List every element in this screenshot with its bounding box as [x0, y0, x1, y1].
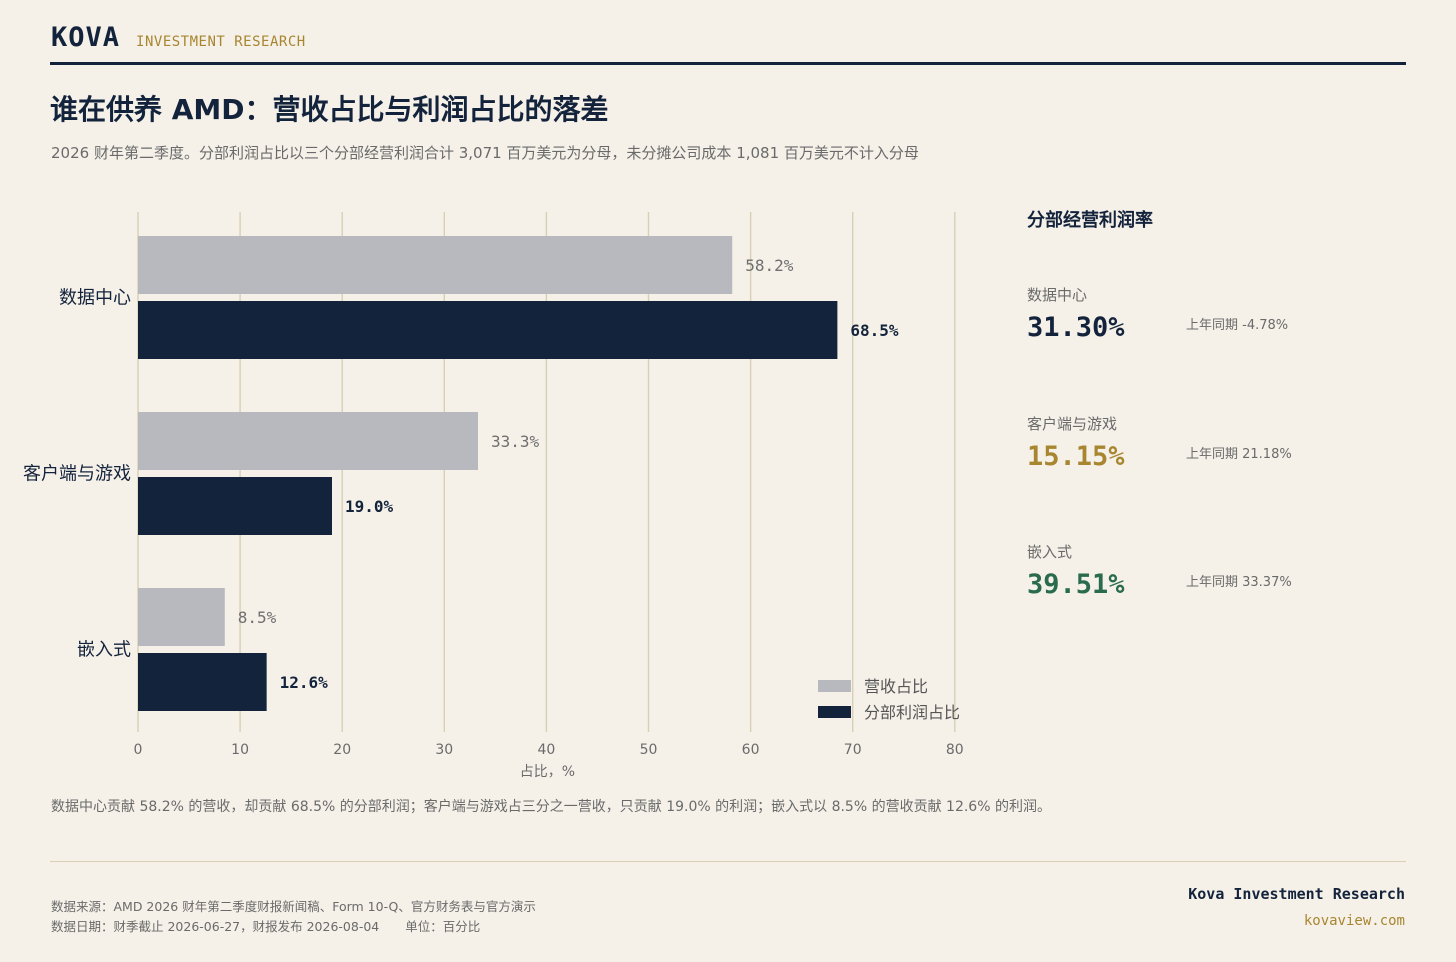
bar-revenue-share	[138, 236, 733, 294]
metric-prior-year: 上年同期 -4.78%	[1186, 318, 1289, 333]
side-panel: 分部经营利润率 数据中心 31.30% 上年同期 -4.78% 客户端与游戏 1…	[1027, 206, 1407, 600]
x-tick-label: 60	[742, 742, 760, 758]
metric-value: 39.51%	[1027, 569, 1125, 600]
x-tick-label: 20	[333, 742, 351, 758]
data-label-profit: 12.6%	[280, 673, 329, 692]
brand-logo: KOVA	[51, 22, 121, 53]
x-tick-label: 10	[231, 742, 249, 758]
legend-swatch	[818, 706, 851, 718]
header-rule	[50, 62, 1406, 65]
data-label-profit: 68.5%	[850, 321, 899, 340]
x-tick-label: 50	[640, 742, 658, 758]
data-label-revenue: 58.2%	[745, 256, 794, 275]
brand: KOVA INVESTMENT RESEARCH	[51, 22, 306, 53]
footer-brand-block: Kova Investment Research kovaview.com	[1188, 885, 1405, 929]
page-title: 谁在供养 AMD：营收占比与利润占比的落差	[50, 93, 609, 126]
chart-takeaway: 数据中心贡献 58.2% 的营收，却贡献 68.5% 的分部利润；客户端与游戏占…	[51, 799, 1051, 815]
bar-profit-share	[138, 653, 267, 711]
footer-source: 数据来源：AMD 2026 财年第二季度财报新闻稿、Form 10-Q、官方财务…	[51, 899, 536, 914]
metric-prior-year: 上年同期 33.37%	[1186, 575, 1292, 590]
data-label-revenue: 8.5%	[238, 608, 277, 627]
legend-swatch	[818, 680, 851, 692]
data-label-profit: 19.0%	[345, 497, 394, 516]
footer-date: 数据日期：财季截止 2026-06-27，财报发布 2026-08-04	[51, 919, 380, 934]
data-label-revenue: 33.3%	[491, 432, 540, 451]
page-subtitle: 2026 财年第二季度。分部利润占比以三个分部经营利润合计 3,071 百万美元…	[51, 144, 919, 162]
legend-label: 营收占比	[864, 677, 928, 696]
metric-client-gaming: 客户端与游戏 15.15% 上年同期 21.18%	[1027, 413, 1407, 472]
x-tick-label: 40	[537, 742, 555, 758]
x-axis-title: 占比，%	[520, 764, 575, 780]
bar-profit-share	[138, 301, 838, 359]
category-label: 嵌入式	[77, 640, 131, 661]
legend-label: 分部利润占比	[864, 703, 960, 722]
metric-label: 数据中心	[1027, 286, 1088, 304]
side-panel-title: 分部经营利润率	[1027, 210, 1153, 231]
bar-revenue-share	[138, 412, 478, 470]
category-label: 数据中心	[59, 288, 131, 309]
brand-tagline: INVESTMENT RESEARCH	[136, 34, 306, 50]
bar-profit-share	[138, 477, 332, 535]
x-tick-label: 70	[844, 742, 862, 758]
footer-brand: Kova Investment Research	[1188, 885, 1405, 903]
bar-revenue-share	[138, 588, 225, 646]
footer-rule	[50, 861, 1406, 862]
footer-notes: 数据来源：AMD 2026 财年第二季度财报新闻稿、Form 10-Q、官方财务…	[51, 897, 536, 937]
metric-value: 31.30%	[1027, 312, 1125, 343]
bar-chart: 0 10 20 30 40 50 60 70 80 占比，% 58.2% 68.5% 数据中心 33.3%…	[23, 212, 964, 780]
metric-label: 嵌入式	[1027, 543, 1073, 561]
metric-embedded: 嵌入式 39.51% 上年同期 33.37%	[1027, 541, 1407, 600]
footer-unit: 单位：百分比	[405, 919, 481, 934]
metric-value: 15.15%	[1027, 441, 1125, 472]
metric-label: 客户端与游戏	[1027, 415, 1118, 433]
x-tick-label: 30	[435, 742, 453, 758]
x-tick-label: 0	[134, 742, 143, 758]
x-tick-label: 80	[946, 742, 964, 758]
footer-date-line: 数据日期：财季截止 2026-06-27，财报发布 2026-08-04 单位：百…	[51, 917, 536, 937]
metric-prior-year: 上年同期 21.18%	[1186, 447, 1292, 462]
footer-link[interactable]: kovaview.com	[1303, 913, 1405, 929]
category-label: 客户端与游戏	[23, 464, 131, 485]
metric-datacenter: 数据中心 31.30% 上年同期 -4.78%	[1027, 284, 1407, 343]
